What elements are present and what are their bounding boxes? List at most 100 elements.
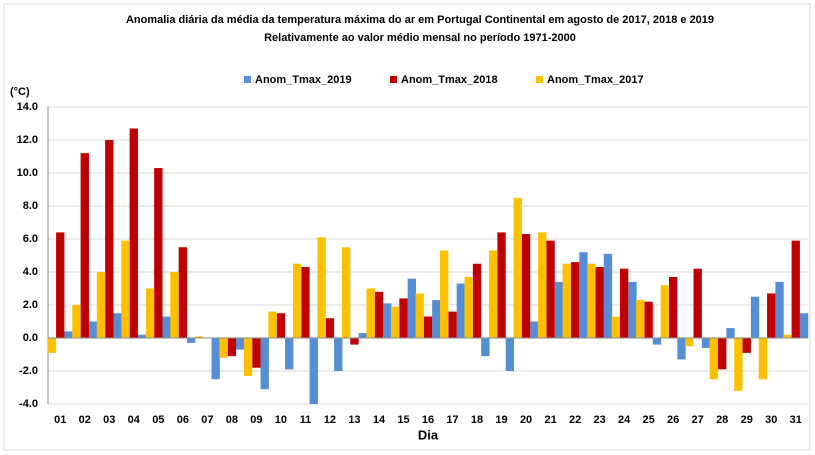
legend-label: Anom_Tmax_2018 — [401, 74, 498, 86]
bar — [121, 240, 130, 338]
bar — [341, 247, 351, 338]
bar — [505, 338, 515, 371]
bar — [309, 338, 318, 404]
bar — [432, 300, 441, 338]
bar — [685, 338, 694, 347]
y-tick-label: -2.0 — [19, 365, 38, 377]
x-tick-label: 30 — [765, 414, 777, 426]
y-tick-label: -4.0 — [19, 398, 38, 410]
x-tick-label: 23 — [593, 414, 605, 426]
y-tick-label: 6.0 — [23, 233, 38, 245]
x-tick-label: 20 — [520, 414, 532, 426]
bar — [72, 305, 81, 338]
x-tick-label: 12 — [324, 414, 336, 426]
bar — [579, 252, 588, 338]
x-tick-label: 13 — [348, 414, 360, 426]
bar — [636, 300, 645, 338]
bar — [96, 272, 106, 338]
bar — [47, 338, 57, 353]
bar — [750, 296, 760, 338]
chart-subtitle: Relativamente ao valor médio mensal no p… — [264, 32, 576, 44]
x-tick-label: 29 — [741, 414, 753, 426]
bar — [456, 283, 466, 338]
bar — [80, 153, 89, 338]
bar — [497, 232, 506, 338]
bar — [285, 338, 294, 370]
bar — [472, 263, 482, 338]
bar — [734, 338, 743, 391]
y-axis-label: (°C) — [10, 86, 30, 98]
x-tick-label: 19 — [495, 414, 507, 426]
bar — [677, 338, 686, 360]
bar — [390, 306, 400, 338]
bar — [154, 168, 163, 338]
bar — [145, 288, 155, 338]
bar — [366, 288, 375, 338]
bar — [481, 338, 490, 357]
y-tick-label: 12.0 — [17, 134, 38, 146]
x-tick-label: 18 — [471, 414, 483, 426]
bar — [268, 311, 277, 338]
x-tick-label: 27 — [692, 414, 704, 426]
chart-title: Anomalia diária da média da temperatura … — [126, 14, 714, 26]
bar — [718, 338, 727, 370]
bar — [595, 267, 604, 338]
bar — [137, 334, 147, 338]
x-tick-label: 10 — [275, 414, 287, 426]
bar — [611, 316, 620, 338]
bar — [243, 338, 253, 376]
bar — [513, 197, 522, 338]
y-tick-label: 0.0 — [23, 332, 38, 344]
x-tick-label: 04 — [128, 414, 141, 426]
bar — [660, 285, 669, 338]
y-tick-label: 14.0 — [17, 101, 38, 113]
bar — [538, 232, 547, 338]
bar — [758, 338, 768, 380]
x-tick-label: 02 — [79, 414, 91, 426]
legend-swatch — [390, 76, 397, 83]
legend-label: Anom_Tmax_2017 — [547, 74, 644, 86]
x-tick-label: 05 — [152, 414, 164, 426]
y-tick-label: 4.0 — [23, 266, 38, 278]
bar — [227, 338, 237, 357]
x-tick-label: 28 — [716, 414, 728, 426]
bar — [644, 301, 653, 338]
bar — [668, 276, 678, 338]
x-tick-label: 25 — [643, 414, 655, 426]
bar — [399, 298, 408, 338]
bar — [374, 291, 384, 338]
bar — [775, 281, 784, 338]
bar — [56, 232, 65, 338]
x-tick-label: 22 — [569, 414, 581, 426]
bar — [554, 281, 564, 338]
bar — [587, 263, 596, 338]
x-tick-label: 08 — [226, 414, 238, 426]
bar — [350, 338, 359, 345]
x-tick-label: 24 — [618, 414, 631, 426]
bar — [252, 338, 261, 368]
x-tick-label: 21 — [544, 414, 556, 426]
bar — [88, 321, 98, 338]
x-tick-label: 15 — [397, 414, 409, 426]
bar — [219, 338, 228, 358]
x-tick-label: 07 — [201, 414, 213, 426]
bar — [162, 316, 171, 338]
bar — [562, 263, 571, 338]
bar — [693, 268, 702, 338]
bar — [603, 253, 613, 338]
x-tick-label: 01 — [54, 414, 66, 426]
x-tick-label: 11 — [300, 414, 312, 426]
bar — [440, 250, 449, 338]
bar — [113, 313, 122, 338]
bar — [701, 338, 711, 348]
bar — [791, 240, 800, 338]
x-tick-label: 06 — [177, 414, 189, 426]
bar — [783, 334, 792, 338]
bar — [301, 267, 310, 338]
bar — [570, 262, 580, 338]
legend-label: Anom_Tmax_2019 — [255, 74, 352, 86]
bar — [211, 338, 220, 380]
bar — [187, 338, 196, 343]
bar — [530, 321, 539, 338]
